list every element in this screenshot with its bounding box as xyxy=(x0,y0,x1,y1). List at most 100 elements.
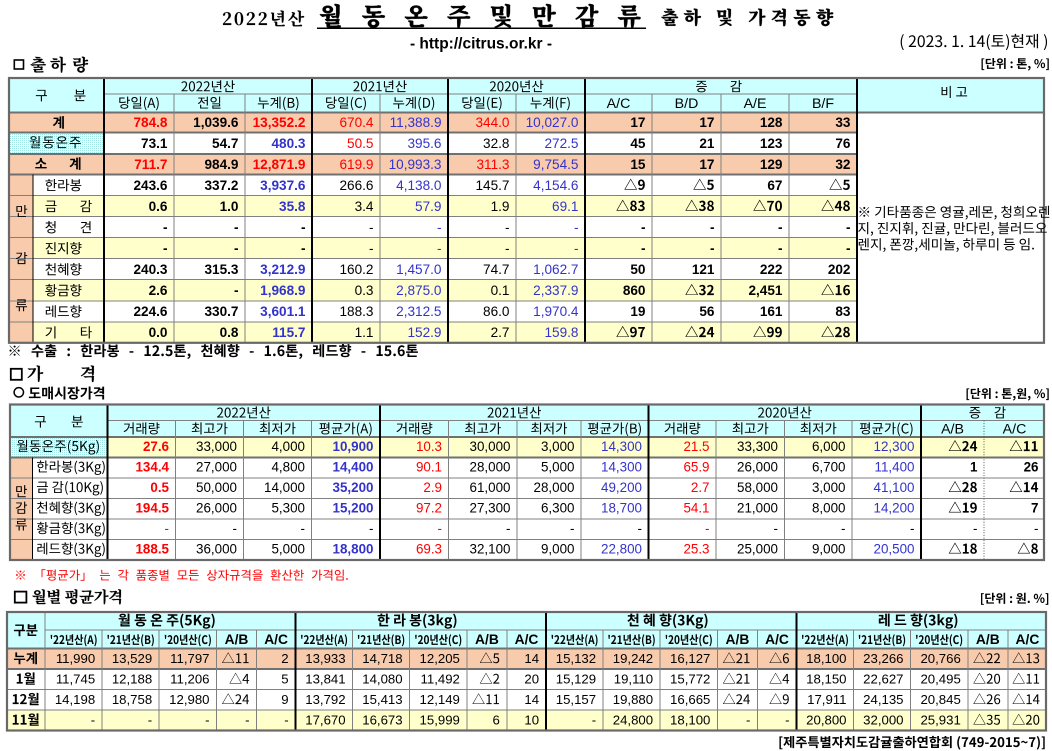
svg-text:-: - xyxy=(163,220,168,235)
svg-text:152.9: 152.9 xyxy=(407,325,441,340)
svg-text:33,000: 33,000 xyxy=(196,439,237,454)
svg-text:83: 83 xyxy=(835,304,851,319)
svg-text:-: - xyxy=(301,521,305,536)
svg-text:3,212.9: 3,212.9 xyxy=(260,262,306,277)
svg-text:-: - xyxy=(91,713,95,728)
svg-text:-: - xyxy=(846,241,851,256)
svg-text:-: - xyxy=(437,241,442,256)
svg-text:11,745: 11,745 xyxy=(56,672,95,687)
svg-text:21,000: 21,000 xyxy=(737,501,778,516)
svg-text:11,990: 11,990 xyxy=(56,651,95,666)
svg-text:6: 6 xyxy=(493,713,500,728)
svg-text:-: - xyxy=(774,521,778,536)
svg-text:58,000: 58,000 xyxy=(737,480,778,495)
svg-text:-: - xyxy=(841,521,845,536)
svg-text:18,700: 18,700 xyxy=(601,501,642,516)
svg-text:159.8: 159.8 xyxy=(544,325,578,340)
svg-text:3,937.6: 3,937.6 xyxy=(260,178,306,193)
svg-text:-: - xyxy=(638,521,642,536)
svg-text:145.7: 145.7 xyxy=(475,178,509,193)
svg-text:2,337.9: 2,337.9 xyxy=(533,283,578,298)
svg-text:16,665: 16,665 xyxy=(670,692,710,707)
svg-text:-: - xyxy=(284,713,288,728)
svg-text:45: 45 xyxy=(630,136,646,151)
svg-text:202: 202 xyxy=(828,262,851,277)
svg-text:20,495: 20,495 xyxy=(920,672,960,687)
svg-text:A/B: A/B xyxy=(726,632,750,647)
svg-text:194.5: 194.5 xyxy=(135,501,169,516)
svg-text:395.6: 395.6 xyxy=(407,136,441,151)
svg-text:9: 9 xyxy=(281,692,288,707)
svg-text:0.8: 0.8 xyxy=(220,325,239,340)
svg-text:14,080: 14,080 xyxy=(362,672,402,687)
svg-text:11,400: 11,400 xyxy=(875,460,915,475)
svg-text:26,000: 26,000 xyxy=(196,501,237,516)
svg-text:344.0: 344.0 xyxy=(475,115,509,130)
svg-text:30,000: 30,000 xyxy=(470,439,511,454)
svg-text:188.3: 188.3 xyxy=(339,304,373,319)
svg-text:-: - xyxy=(1034,521,1038,536)
svg-text:-: - xyxy=(234,241,239,256)
svg-text:5: 5 xyxy=(281,672,288,687)
svg-text:5,000: 5,000 xyxy=(271,542,305,557)
svg-text:5,300: 5,300 xyxy=(271,501,305,516)
svg-text:337.2: 337.2 xyxy=(204,178,238,193)
svg-text:17,911: 17,911 xyxy=(807,692,846,707)
svg-text:311.3: 311.3 xyxy=(476,157,509,172)
svg-text:20: 20 xyxy=(524,672,539,687)
svg-text:A/B: A/B xyxy=(941,422,964,438)
svg-text:76: 76 xyxy=(835,136,851,151)
svg-text:860: 860 xyxy=(623,283,646,298)
svg-text:32.8: 32.8 xyxy=(483,136,509,151)
svg-text:28,000: 28,000 xyxy=(470,460,511,475)
svg-text:-: - xyxy=(234,283,239,298)
svg-text:49,200: 49,200 xyxy=(601,480,642,495)
svg-text:240.3: 240.3 xyxy=(133,262,167,277)
svg-text:-: - xyxy=(778,220,783,235)
svg-text:12,980: 12,980 xyxy=(169,692,209,707)
svg-text:14,400: 14,400 xyxy=(333,460,374,475)
svg-text:1.9: 1.9 xyxy=(491,199,510,214)
svg-text:-: - xyxy=(710,241,715,256)
svg-text:14,300: 14,300 xyxy=(601,460,642,475)
svg-text:160.2: 160.2 xyxy=(339,262,373,277)
svg-text:9,754.5: 9,754.5 xyxy=(533,157,578,172)
svg-text:0.6: 0.6 xyxy=(149,199,168,214)
svg-text:8,000: 8,000 xyxy=(812,501,846,516)
svg-text:7: 7 xyxy=(1031,501,1038,516)
svg-text:11,492: 11,492 xyxy=(421,672,460,687)
svg-text:-: - xyxy=(245,713,249,728)
svg-text:129: 129 xyxy=(760,157,783,172)
svg-text:B/F: B/F xyxy=(812,96,834,112)
svg-text:-: - xyxy=(746,713,750,728)
svg-text:14,198: 14,198 xyxy=(55,692,95,707)
svg-text:3,000: 3,000 xyxy=(541,439,575,454)
svg-text:17: 17 xyxy=(630,115,645,130)
svg-text:17: 17 xyxy=(699,157,714,172)
svg-text:27.6: 27.6 xyxy=(143,439,169,454)
svg-text:15,999: 15,999 xyxy=(420,713,460,728)
svg-text:27,000: 27,000 xyxy=(196,460,237,475)
svg-text:-: - xyxy=(148,713,152,728)
svg-text:15: 15 xyxy=(630,157,646,172)
svg-text:0.1: 0.1 xyxy=(491,283,510,298)
svg-text:22,800: 22,800 xyxy=(601,542,642,557)
svg-text:15,132: 15,132 xyxy=(556,651,596,666)
svg-text:15,157: 15,157 xyxy=(556,692,596,707)
svg-text:3,000: 3,000 xyxy=(812,480,846,495)
svg-text:28,000: 28,000 xyxy=(534,480,575,495)
svg-text:15,129: 15,129 xyxy=(556,672,596,687)
svg-text:25,000: 25,000 xyxy=(737,542,778,557)
svg-text:12,871.9: 12,871.9 xyxy=(253,157,306,172)
svg-text:-: - xyxy=(301,241,306,256)
svg-text:22,627: 22,627 xyxy=(863,672,903,687)
svg-text:19,242: 19,242 xyxy=(613,651,653,666)
svg-text:13,529: 13,529 xyxy=(112,651,152,666)
svg-text:12,149: 12,149 xyxy=(420,692,460,707)
svg-text:13,933: 13,933 xyxy=(305,651,345,666)
svg-text:69.3: 69.3 xyxy=(416,542,442,557)
svg-text:2.7: 2.7 xyxy=(491,325,510,340)
svg-text:18,100: 18,100 xyxy=(806,651,846,666)
svg-text:14,200: 14,200 xyxy=(874,501,915,516)
svg-text:2.7: 2.7 xyxy=(691,480,710,495)
